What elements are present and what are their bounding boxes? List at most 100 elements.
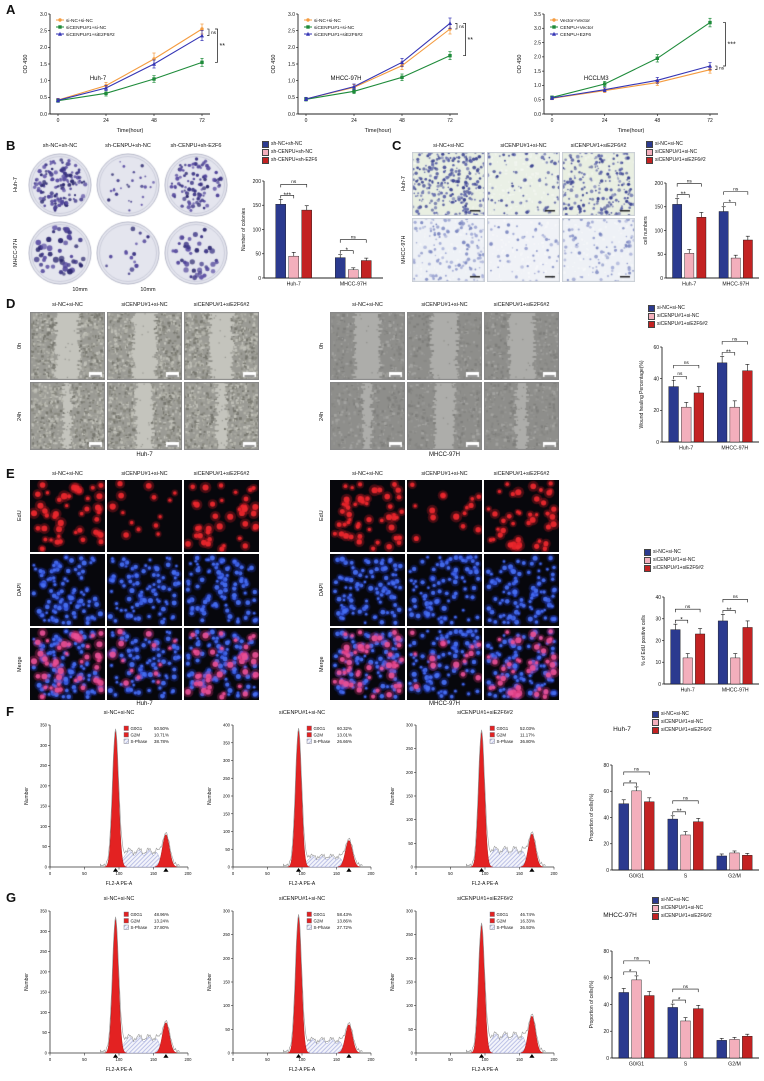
svg-text:MHCC-97H: MHCC-97H xyxy=(340,282,367,288)
svg-text:200: 200 xyxy=(368,1057,376,1062)
svg-text:*: * xyxy=(728,199,731,206)
row-label-0h: 0h xyxy=(17,342,23,350)
merge-image xyxy=(107,628,182,700)
svg-text:200: 200 xyxy=(655,181,664,187)
legend-item: si-NC+si-NC xyxy=(644,548,704,556)
svg-text:0: 0 xyxy=(228,865,231,870)
legend-item: siCENPU#1+si-NC xyxy=(652,904,712,912)
row-label-huh7: Huh-7 xyxy=(401,176,407,192)
svg-text:46.74%: 46.74% xyxy=(520,912,535,917)
svg-text:**: ** xyxy=(726,349,732,356)
legend-label: siCENPU#1+siE2F6#2 xyxy=(661,727,712,733)
row-label-merge: Merge xyxy=(17,656,23,672)
svg-text:100: 100 xyxy=(299,871,307,876)
merge-image xyxy=(30,628,105,700)
column-header: siCENPU#1+siE2F6#2 xyxy=(493,302,550,308)
svg-text:0.5: 0.5 xyxy=(534,98,541,104)
svg-text:150: 150 xyxy=(150,871,158,876)
svg-text:100: 100 xyxy=(116,1057,124,1062)
svg-text:ns: ns xyxy=(683,985,689,990)
svg-text:20: 20 xyxy=(603,1029,609,1035)
svg-text:OD 450: OD 450 xyxy=(517,55,523,74)
svg-text:58.43%: 58.43% xyxy=(337,912,352,917)
edu-image xyxy=(107,480,182,552)
transwell-image xyxy=(412,152,485,216)
svg-text:*: * xyxy=(629,779,632,786)
legend-swatch xyxy=(644,548,651,556)
svg-text:MHCC-97H: MHCC-97H xyxy=(722,282,749,288)
legend-item: siCENPU#1+siE2F6#2 xyxy=(652,726,712,734)
svg-text:50: 50 xyxy=(408,1027,413,1032)
legend-item: siCENPU#1+siE2F6#2 xyxy=(644,564,704,572)
svg-text:200: 200 xyxy=(40,969,48,974)
svg-text:G0G1: G0G1 xyxy=(497,726,509,731)
svg-text:2.0: 2.0 xyxy=(40,45,47,51)
svg-text:ns: ns xyxy=(634,957,640,962)
legend-swatch xyxy=(652,912,659,920)
column-header: si-NC+si-NC xyxy=(52,471,83,477)
flow-histogram: siCENPU#1+si-NC 0 50 100 150 200 250 300 0 50 100… xyxy=(205,896,377,1074)
svg-text:40: 40 xyxy=(603,1002,609,1008)
flow-title: si-NC+si-NC xyxy=(103,896,135,902)
svg-text:50: 50 xyxy=(448,871,453,876)
svg-text:100: 100 xyxy=(223,1003,231,1008)
svg-text:250: 250 xyxy=(40,949,48,954)
row-label-0h: 0h xyxy=(319,342,325,350)
column-header: siCENPU#1+siE2F6#2 xyxy=(493,471,550,477)
svg-text:si-NC+si-NC: si-NC+si-NC xyxy=(314,18,341,24)
legend-label: siCENPU#1+siE2F6#2 xyxy=(657,321,708,327)
svg-text:0: 0 xyxy=(49,871,52,876)
wound-image xyxy=(484,312,559,380)
legend-item: siCENPU#1+si-NC xyxy=(644,556,704,564)
svg-text:G0G1: G0G1 xyxy=(314,726,326,731)
svg-text:S-Phase: S-Phase xyxy=(131,739,148,744)
svg-text:ns: ns xyxy=(733,188,739,193)
line-chart-huh7: 0.0 0.5 1.0 1.5 2.0 2.5 3.0 0 24 48 72 Time(hour) OD… xyxy=(20,6,238,134)
svg-text:150: 150 xyxy=(406,794,414,799)
svg-text:150: 150 xyxy=(40,990,48,995)
svg-text:300: 300 xyxy=(40,743,48,748)
panel-label-d: D xyxy=(6,296,16,311)
column-header: sh-NC+sh-NC xyxy=(42,143,78,149)
legend-swatch xyxy=(652,904,659,912)
svg-text:150: 150 xyxy=(333,871,341,876)
svg-text:***: *** xyxy=(728,42,736,49)
svg-text:FL2-A PE-A: FL2-A PE-A xyxy=(289,1067,316,1073)
legend-item: siCENPU#1+si-NC xyxy=(648,312,708,320)
column-header: siCENPU#1+si-NC xyxy=(121,302,168,308)
legend-swatch xyxy=(652,718,659,726)
column-header: si-NC+si-NC xyxy=(433,143,464,149)
block-caption-mhcc97h: MHCC-97H xyxy=(428,701,460,707)
column-header: si-NC+si-NC xyxy=(52,302,83,308)
legend-item: sh-CENPU+sh-NC xyxy=(262,148,317,156)
column-header: siCENPU#1+si-NC xyxy=(421,302,468,308)
legend-item: sh-CENPU+sh-E2F6 xyxy=(262,156,317,164)
svg-text:CENPU+Vector: CENPU+Vector xyxy=(560,25,594,31)
column-header: si-NC+si-NC xyxy=(352,471,383,477)
svg-text:Number: Number xyxy=(390,973,396,991)
wound-image xyxy=(330,312,405,380)
svg-text:Number: Number xyxy=(207,973,213,991)
legend-label: siCENPU#1+si-NC xyxy=(653,557,696,563)
transwell-image xyxy=(562,218,635,282)
svg-text:Time(hour): Time(hour) xyxy=(618,128,645,134)
svg-text:200: 200 xyxy=(40,783,48,788)
svg-text:200: 200 xyxy=(223,956,231,961)
legend-item: siCENPU#1+siE2F6#2 xyxy=(646,156,706,164)
legend-item: siCENPU#1+siE2F6#2 xyxy=(652,912,712,920)
panel-label-f: F xyxy=(6,704,14,719)
svg-text:0: 0 xyxy=(258,276,261,282)
legend-label: siCENPU#1+si-NC xyxy=(657,313,700,319)
scale-label: 10mm xyxy=(140,287,156,293)
block-caption-mhcc97h: MHCC-97H xyxy=(428,452,460,458)
svg-text:50: 50 xyxy=(265,1057,270,1062)
wound-image xyxy=(107,312,182,380)
svg-text:3.0: 3.0 xyxy=(288,12,295,18)
svg-text:G0/G1: G0/G1 xyxy=(629,874,644,880)
svg-text:300: 300 xyxy=(223,758,231,763)
column-header: siCENPU#1+si-NC xyxy=(500,143,547,149)
legend-swatch xyxy=(652,896,659,904)
cycle-bar-chart: 0 20 40 60 80 G0/G1 S G2/M * ns ** ns Proportion of … xyxy=(586,748,762,886)
svg-text:0: 0 xyxy=(551,118,554,124)
svg-text:26.66%: 26.66% xyxy=(337,739,352,744)
